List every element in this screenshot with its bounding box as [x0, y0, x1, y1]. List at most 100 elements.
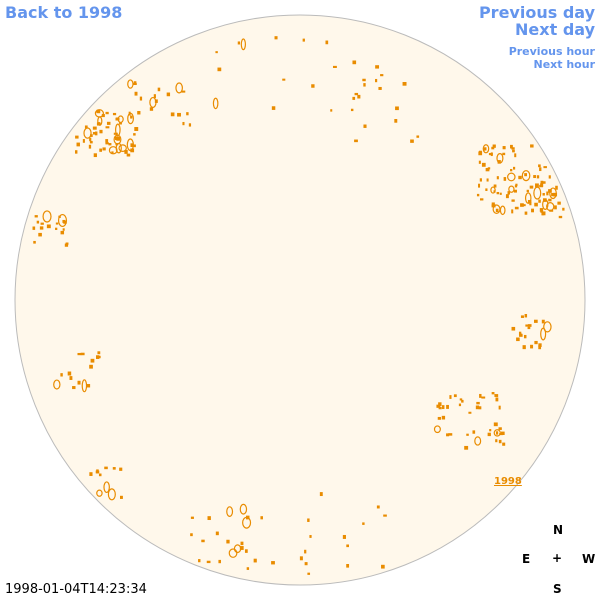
contour	[253, 558, 257, 563]
contour	[496, 176, 499, 180]
contour	[181, 90, 186, 93]
contour	[542, 193, 545, 196]
contour	[130, 148, 135, 153]
contour	[375, 78, 378, 83]
contour	[309, 535, 312, 538]
contour	[239, 503, 248, 515]
contour	[274, 36, 278, 40]
contour	[553, 192, 558, 197]
contour	[529, 185, 534, 189]
previous-hour-link[interactable]: Previous hour	[508, 45, 595, 58]
contour	[501, 431, 505, 435]
contour	[436, 404, 441, 408]
contour	[478, 160, 481, 164]
contour	[446, 404, 449, 409]
contour	[40, 222, 44, 225]
next-hour-link[interactable]: Next hour	[533, 58, 596, 71]
contour	[479, 198, 484, 201]
contour	[511, 199, 515, 202]
contour	[240, 38, 247, 51]
next-day-link[interactable]: Next day	[515, 20, 595, 39]
contour	[498, 405, 501, 410]
contour	[491, 204, 496, 208]
contour	[67, 371, 72, 376]
contour	[93, 153, 97, 158]
contour	[112, 112, 117, 116]
contour	[363, 124, 367, 128]
contour	[82, 139, 85, 143]
contour	[363, 83, 366, 87]
contour	[476, 193, 480, 197]
contour	[548, 175, 551, 179]
contour	[522, 345, 526, 350]
contour	[90, 134, 93, 137]
contour	[395, 106, 399, 111]
contour	[510, 144, 513, 149]
contour	[307, 518, 310, 522]
contour	[352, 96, 356, 100]
contour	[557, 201, 561, 205]
contour	[99, 148, 102, 152]
contour	[325, 40, 329, 45]
contour	[89, 364, 93, 369]
contour	[105, 126, 110, 129]
contour	[97, 351, 101, 355]
contour	[562, 207, 565, 211]
back-link[interactable]: Back to 1998	[5, 3, 123, 22]
contour	[502, 152, 506, 156]
contour	[96, 469, 99, 474]
contour	[493, 190, 496, 193]
contour	[524, 211, 528, 215]
contour	[98, 355, 101, 359]
contour	[441, 415, 446, 420]
contour	[498, 427, 502, 430]
contour	[75, 135, 79, 139]
contour	[130, 115, 133, 119]
contour	[153, 94, 156, 99]
contour	[520, 203, 524, 207]
contour	[132, 144, 136, 148]
contour	[72, 386, 76, 390]
contour	[490, 186, 496, 194]
contour	[530, 144, 534, 148]
contour	[198, 559, 201, 563]
contour	[246, 567, 250, 570]
contour	[105, 139, 109, 143]
contour	[496, 191, 500, 195]
contour	[548, 198, 552, 202]
contour	[36, 220, 40, 224]
contour	[134, 127, 139, 131]
contour	[538, 343, 542, 348]
contour	[542, 199, 549, 210]
contour	[53, 379, 61, 390]
year-link[interactable]: 1998	[494, 476, 522, 487]
contour	[271, 106, 276, 110]
contour	[540, 327, 547, 341]
contour	[507, 191, 511, 195]
contour	[381, 564, 385, 569]
contour	[539, 184, 543, 188]
contour	[92, 126, 97, 130]
previous-day-link[interactable]: Previous day	[478, 3, 595, 22]
contour	[495, 397, 499, 402]
contour	[458, 403, 462, 407]
contour	[89, 140, 93, 144]
contour	[188, 123, 192, 127]
contour	[508, 185, 515, 193]
contour	[438, 402, 442, 406]
contour	[106, 121, 111, 125]
contour	[354, 139, 358, 143]
contour	[103, 481, 110, 494]
contour	[530, 344, 534, 349]
contour	[495, 439, 498, 443]
contour	[493, 422, 498, 427]
contour	[215, 531, 219, 536]
contour	[76, 142, 80, 147]
contour	[96, 355, 100, 359]
contour	[416, 135, 420, 138]
contour	[319, 492, 323, 497]
contour	[175, 82, 183, 94]
contour	[505, 194, 509, 199]
contour	[237, 41, 241, 45]
